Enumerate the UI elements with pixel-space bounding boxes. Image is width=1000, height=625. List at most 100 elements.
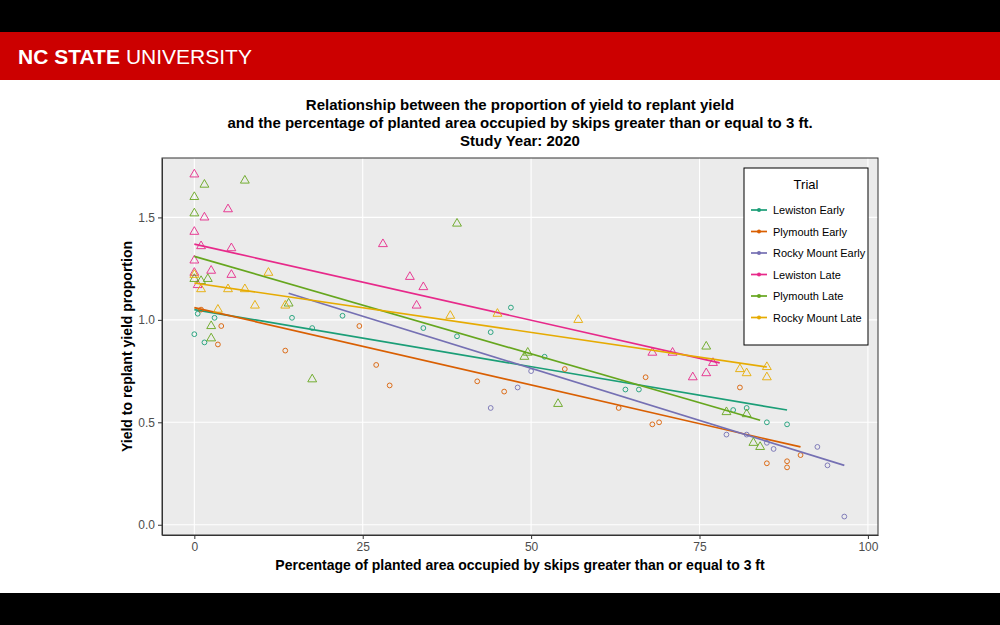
x-axis-tick-label: 0 [191,540,198,554]
data-point [825,463,830,468]
data-point [357,324,362,329]
x-axis-tick-label: 25 [357,540,371,554]
data-point [643,375,648,380]
grid-line-x [194,158,195,535]
data-point [202,340,207,345]
x-axis-tick: 50 [525,535,539,554]
y-axis-tick-mark [158,422,162,423]
header-bar [0,32,1000,80]
x-axis-tick: 0 [191,535,198,554]
x-axis-tick-mark [700,535,701,539]
y-axis-tick-label: 1.5 [138,211,155,225]
data-point [224,204,233,212]
data-point [216,342,221,347]
data-point [724,432,729,437]
chart-svg: NC STATE UNIVERSITY Relationship between t… [0,0,1000,625]
data-point [764,461,769,466]
y-axis-tick: 1.5 [138,211,162,225]
x-axis-tick-label: 100 [858,540,878,554]
data-point [195,311,200,316]
data-point [702,341,711,349]
x-axis-tick: 100 [858,535,878,554]
data-point [412,300,421,308]
grid-line-x [531,158,532,535]
y-axis-tick-label: 1.0 [138,313,155,327]
data-point [785,459,790,464]
data-point [283,348,288,353]
legend-entry: Rocky Mount Late [751,312,862,324]
header-regular: UNIVERSITY [126,45,252,68]
legend-label: Plymouth Early [773,226,847,238]
bottom-bar [0,593,1000,625]
data-point [488,406,493,411]
data-point [374,363,379,368]
data-point [657,420,662,425]
data-point [207,266,216,274]
data-point [554,399,563,407]
fit-line [194,308,800,447]
data-point [574,315,583,323]
fit-line [194,310,787,410]
data-point [213,305,222,313]
data-point [771,447,776,452]
data-point [190,169,199,177]
data-point [702,368,711,376]
data-point [290,315,295,320]
data-point [756,442,765,450]
series-group [190,175,765,449]
x-axis-tick-mark [868,535,869,539]
data-point [742,368,751,376]
data-point [623,387,628,392]
title: Relationship between the proportion of y… [306,96,734,113]
series-group [192,305,790,427]
data-point [227,270,236,278]
data-point [405,272,414,280]
data-point [219,324,224,329]
x-axis-tick-mark [194,535,195,539]
fit-line [194,256,760,420]
data-point [785,465,790,470]
fit-line [194,244,719,363]
legend-label: Lewiston Late [773,269,841,281]
legend-box [744,168,868,345]
data-point [815,444,820,449]
legend-key-point [757,230,761,234]
data-point [308,374,317,382]
data-point [190,270,199,278]
legend-entry: Plymouth Early [751,226,847,238]
grid-line-y [162,422,878,423]
plot-frame [162,158,878,535]
title: and the percentage of planted area occup… [227,114,812,131]
data-point [192,332,197,337]
data-point [488,330,493,335]
legend-entry: Rocky Mount Early [751,247,866,259]
data-point [421,326,426,331]
data-point [203,274,212,282]
x-axis-tick-label: 50 [525,540,539,554]
data-point [475,379,480,384]
data-point [227,243,236,251]
data-point [688,372,697,380]
x-axis-tick-mark [363,535,364,539]
data-point [785,422,790,427]
data-point [455,334,460,339]
data-point [493,309,502,317]
legend: TrialLewiston EarlyPlymouth EarlyRocky M… [744,168,868,345]
legend-entry: Lewiston Early [751,204,845,216]
x-axis-tick: 75 [693,535,707,554]
legend-label: Lewiston Early [773,204,845,216]
data-point [515,385,520,390]
data-point [764,420,769,425]
data-point [207,333,216,341]
data-point [509,305,514,310]
header-text: NC STATE UNIVERSITY [18,45,252,68]
header-bold: NC STATE [18,45,120,68]
data-point [762,372,771,380]
x-axis: 0 25 50 75 100 [163,535,879,554]
data-point [419,282,428,290]
data-point [190,208,199,216]
data-point [749,438,758,446]
data-point [378,239,387,247]
legend-entry: Plymouth Late [751,290,843,302]
data-point [735,364,744,372]
